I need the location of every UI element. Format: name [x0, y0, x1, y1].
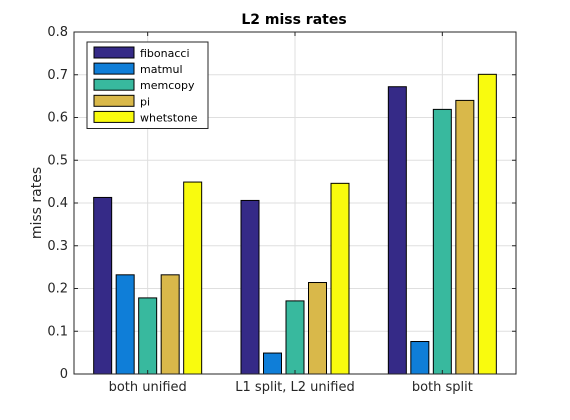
legend-label-pi: pi [140, 95, 150, 108]
bar-memcopy-3 [432, 108, 452, 375]
y-axis-ticks: 0 0.1 0.2 0.3 0.4 0.5 0.6 0.7 0.8 [47, 25, 516, 382]
y-tick-label: 0.4 [47, 196, 68, 211]
x-tick-label: L1 split, L2 unified [235, 380, 354, 395]
y-tick-label: 0.1 [47, 324, 68, 339]
bar-matmul-1 [115, 274, 135, 375]
bar-pi-2 [308, 282, 327, 375]
bar-memcopy-2 [285, 300, 305, 375]
bar-pi-3 [455, 99, 475, 375]
y-axis-label: miss rates [29, 167, 45, 239]
bar-fibonacci-2 [240, 199, 260, 375]
y-tick-label: 0.2 [47, 282, 68, 297]
bars [93, 73, 497, 375]
legend-swatch-pi [93, 94, 135, 107]
legend-swatch-memcopy [93, 78, 135, 91]
chart-title: L2 miss rates [241, 12, 346, 28]
legend: fibonacci matmul memcopy pi whetstone [86, 41, 209, 129]
x-tick-label: both split [412, 380, 473, 395]
bar-fibonacci-1 [93, 196, 113, 375]
legend-swatch-matmul [93, 62, 135, 75]
bar-whetstone-1 [183, 181, 203, 375]
legend-swatch-fibonacci [93, 46, 135, 59]
y-tick-label: 0.3 [47, 239, 68, 254]
bar-matmul-2 [263, 352, 282, 375]
y-tick-label: 0.8 [47, 25, 68, 40]
bar-fibonacci-3 [387, 86, 407, 375]
y-tick-label: 0.5 [47, 153, 68, 168]
legend-swatch-whetstone [93, 110, 135, 123]
bar-matmul-3 [410, 341, 430, 375]
x-tick-label: both unified [109, 380, 187, 395]
bar-whetstone-2 [330, 182, 350, 375]
legend-label-matmul: matmul [140, 63, 183, 76]
bar-memcopy-1 [138, 297, 158, 375]
y-tick-label: 0.6 [47, 111, 68, 126]
bar-whetstone-3 [477, 73, 497, 375]
bar-pi-1 [160, 274, 180, 375]
legend-label-memcopy: memcopy [140, 79, 195, 92]
legend-label-whetstone: whetstone [140, 111, 198, 124]
legend-label-fibonacci: fibonacci [140, 47, 190, 60]
x-axis-ticks: both unified L1 split, L2 unified both spl… [109, 32, 473, 395]
y-tick-label: 0 [60, 367, 68, 382]
y-tick-label: 0.7 [47, 68, 68, 83]
